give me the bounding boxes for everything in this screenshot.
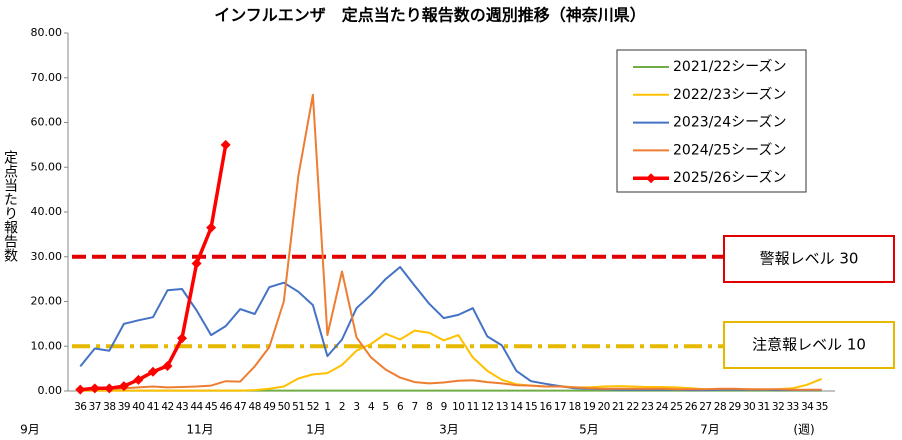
legend-label: 2022/23シーズン [673, 87, 786, 103]
x-tick-label: 49 [263, 401, 275, 413]
x-tick-label: 4 [368, 401, 375, 413]
x-tick-label: 28 [714, 401, 726, 413]
x-tick-label: 35 [816, 401, 828, 413]
y-tick-label: 30.00 [31, 250, 63, 263]
x-tick-label: 8 [426, 401, 432, 413]
reference-label-box [723, 321, 895, 369]
y-tick-label: 50.00 [31, 160, 63, 173]
reference-label-box [723, 235, 895, 283]
x-tick-label: 23 [641, 401, 653, 413]
x-tick-label: 7 [412, 401, 418, 413]
x-unit: (週) [793, 423, 814, 437]
y-tick-label: 10.00 [31, 339, 63, 352]
y-tick-label: 40.00 [31, 205, 63, 218]
y-tick-label: 0.00 [38, 384, 63, 397]
x-tick-label: 6 [397, 401, 404, 413]
legend-label: 2023/24シーズン [673, 115, 786, 131]
x-tick-label: 19 [583, 401, 595, 413]
x-tick-label: 3 [353, 401, 359, 413]
y-axis-label: 定点当たり報告数 [2, 150, 18, 262]
x-tick-label: 51 [292, 401, 304, 413]
data-point [89, 383, 100, 394]
month-label: 9月 [20, 423, 40, 437]
data-point [75, 384, 86, 395]
x-tick-label: 45 [205, 401, 217, 413]
x-tick-label: 10 [452, 401, 464, 413]
x-tick-label: 11 [467, 401, 479, 413]
x-tick-label: 21 [612, 401, 624, 413]
y-tick-label: 80.00 [31, 26, 63, 39]
x-tick-label: 39 [118, 401, 130, 413]
x-tick-label: 43 [176, 401, 188, 413]
data-point [220, 139, 231, 150]
x-tick-label: 36 [74, 401, 87, 413]
data-point [118, 381, 129, 392]
month-label: 1月 [306, 423, 326, 437]
x-tick-label: 13 [496, 401, 508, 413]
series-line [80, 93, 822, 391]
reference-label: 警報レベル 30 [760, 250, 859, 268]
month-label: 5月 [579, 423, 599, 437]
legend-label: 2021/22シーズン [673, 59, 786, 75]
x-tick-label: 25 [670, 401, 682, 413]
data-point [206, 222, 217, 233]
x-tick-label: 20 [597, 401, 609, 413]
x-tick-label: 26 [685, 401, 698, 413]
x-tick-label: 5 [382, 401, 388, 413]
x-tick-label: 52 [307, 401, 319, 413]
x-tick-label: 29 [728, 401, 740, 413]
x-tick-label: 47 [234, 401, 246, 413]
month-label: 7月 [700, 423, 720, 437]
x-tick-label: 18 [568, 401, 580, 413]
x-tick-label: 9 [441, 401, 447, 413]
y-tick-label: 20.00 [31, 295, 63, 308]
legend-label: 2025/26シーズン [673, 170, 786, 186]
x-tick-label: 50 [278, 401, 290, 413]
x-tick-label: 46 [219, 401, 232, 413]
chart-title: インフルエンザ 定点当たり報告数の週別推移（神奈川県） [214, 6, 646, 25]
x-tick-label: 30 [743, 401, 755, 413]
month-label: 11月 [186, 423, 213, 437]
x-tick-label: 42 [161, 401, 173, 413]
x-tick-label: 44 [190, 401, 203, 413]
x-tick-label: 38 [103, 401, 115, 413]
data-point [191, 258, 202, 269]
y-tick-label: 60.00 [31, 116, 63, 129]
legend-box [616, 49, 807, 193]
x-tick-label: 22 [627, 401, 639, 413]
data-point [133, 374, 144, 385]
x-tick-label: 16 [539, 401, 552, 413]
x-tick-label: 15 [525, 401, 537, 413]
legend-marker [646, 173, 656, 184]
data-point [162, 360, 173, 371]
reference-label: 注意報レベル 10 [752, 336, 866, 354]
x-tick-label: 14 [510, 401, 523, 413]
x-tick-label: 32 [772, 401, 784, 413]
x-tick-label: 27 [699, 401, 711, 413]
x-tick-label: 34 [801, 401, 814, 413]
x-tick-label: 48 [249, 401, 261, 413]
x-tick-label: 41 [147, 401, 159, 413]
data-point [147, 366, 158, 377]
x-tick-label: 17 [554, 401, 566, 413]
x-tick-label: 24 [656, 401, 669, 413]
x-tick-label: 37 [89, 401, 101, 413]
x-tick-label: 31 [757, 401, 769, 413]
x-tick-label: 2 [339, 401, 345, 413]
month-label: 3月 [439, 423, 459, 437]
legend-label: 2024/25シーズン [673, 142, 786, 158]
x-tick-label: 12 [481, 401, 493, 413]
x-tick-label: 33 [786, 401, 798, 413]
y-tick-label: 70.00 [31, 71, 63, 84]
x-tick-label: 40 [132, 401, 144, 413]
data-point [104, 383, 115, 394]
x-tick-label: 1 [324, 401, 330, 413]
data-point [177, 333, 188, 344]
